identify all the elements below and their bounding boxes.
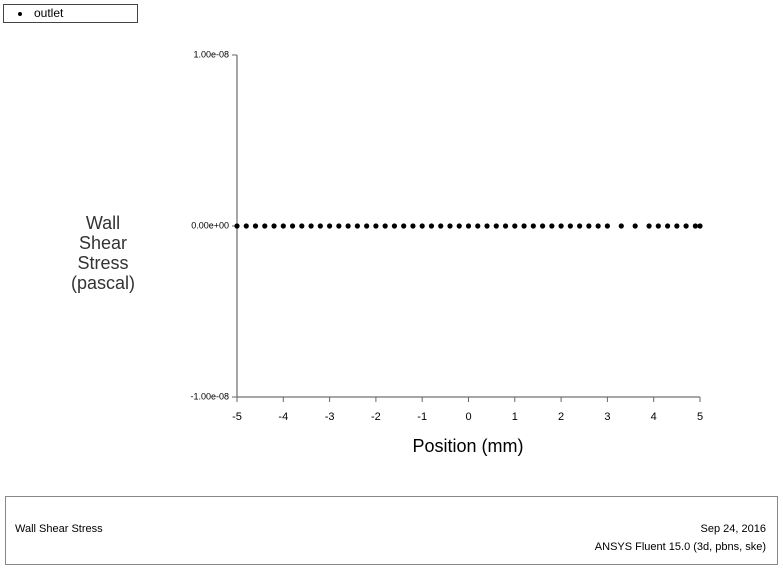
point bbox=[655, 223, 661, 229]
point bbox=[243, 223, 249, 229]
point bbox=[271, 223, 277, 229]
point bbox=[475, 223, 481, 229]
point bbox=[336, 223, 342, 229]
x-tick-label: -1 bbox=[417, 411, 427, 423]
point bbox=[692, 223, 698, 229]
point bbox=[567, 223, 573, 229]
point bbox=[299, 223, 305, 229]
x-tick-label: 2 bbox=[558, 411, 564, 423]
x-tick-label: -5 bbox=[232, 411, 242, 423]
y-tick-label: -1.00e-08 bbox=[190, 391, 229, 401]
point bbox=[373, 223, 379, 229]
legend-box bbox=[3, 4, 138, 23]
point bbox=[586, 223, 592, 229]
point bbox=[595, 223, 601, 229]
point bbox=[410, 223, 416, 229]
point bbox=[401, 223, 407, 229]
point bbox=[456, 223, 462, 229]
footer-software: ANSYS Fluent 15.0 (3d, pbns, ske) bbox=[595, 541, 766, 553]
legend-label: outlet bbox=[34, 6, 64, 20]
point bbox=[438, 223, 444, 229]
point bbox=[530, 223, 536, 229]
point bbox=[646, 223, 652, 229]
point bbox=[493, 223, 499, 229]
point bbox=[317, 223, 323, 229]
y-tick-label: 0.00e+00 bbox=[191, 220, 229, 230]
point bbox=[664, 223, 671, 229]
point bbox=[549, 223, 555, 229]
point bbox=[447, 223, 453, 229]
footer-title: Wall Shear Stress bbox=[15, 523, 103, 535]
point bbox=[558, 223, 564, 229]
legend-marker bbox=[18, 12, 22, 16]
point bbox=[289, 223, 296, 229]
y-tick-label: 1.00e-08 bbox=[193, 49, 229, 59]
x-tick-label: 1 bbox=[512, 411, 518, 423]
point bbox=[234, 223, 240, 229]
footer-date: Sep 24, 2016 bbox=[701, 523, 766, 535]
x-tick-label: 5 bbox=[697, 411, 703, 423]
point bbox=[512, 223, 518, 229]
point bbox=[308, 223, 314, 229]
point bbox=[604, 223, 611, 229]
point bbox=[683, 223, 689, 229]
point bbox=[428, 223, 435, 229]
point bbox=[364, 223, 370, 229]
x-axis-label: Position (mm) bbox=[412, 436, 523, 456]
point bbox=[262, 223, 268, 229]
point bbox=[577, 223, 583, 229]
point bbox=[345, 223, 351, 229]
point bbox=[327, 223, 333, 229]
x-tick-label: -3 bbox=[325, 411, 335, 423]
point bbox=[391, 223, 398, 229]
point bbox=[674, 223, 680, 229]
x-tick-label: -2 bbox=[371, 411, 381, 423]
point bbox=[521, 223, 527, 229]
point bbox=[502, 223, 509, 229]
x-tick-label: 3 bbox=[604, 411, 610, 423]
x-tick-label: -4 bbox=[278, 411, 288, 423]
point bbox=[252, 223, 259, 229]
x-tick-label: 4 bbox=[651, 411, 657, 423]
point bbox=[697, 223, 703, 229]
point bbox=[382, 223, 388, 229]
footer-box bbox=[5, 496, 778, 565]
point bbox=[484, 223, 490, 229]
point bbox=[354, 223, 360, 229]
point bbox=[280, 223, 286, 229]
point bbox=[618, 223, 624, 229]
y-axis-label: Wall Shear Stress (pascal) bbox=[70, 213, 136, 293]
point bbox=[539, 223, 546, 229]
point bbox=[419, 223, 425, 229]
point bbox=[465, 223, 472, 229]
x-tick-label: 0 bbox=[465, 411, 471, 423]
point bbox=[632, 223, 638, 229]
